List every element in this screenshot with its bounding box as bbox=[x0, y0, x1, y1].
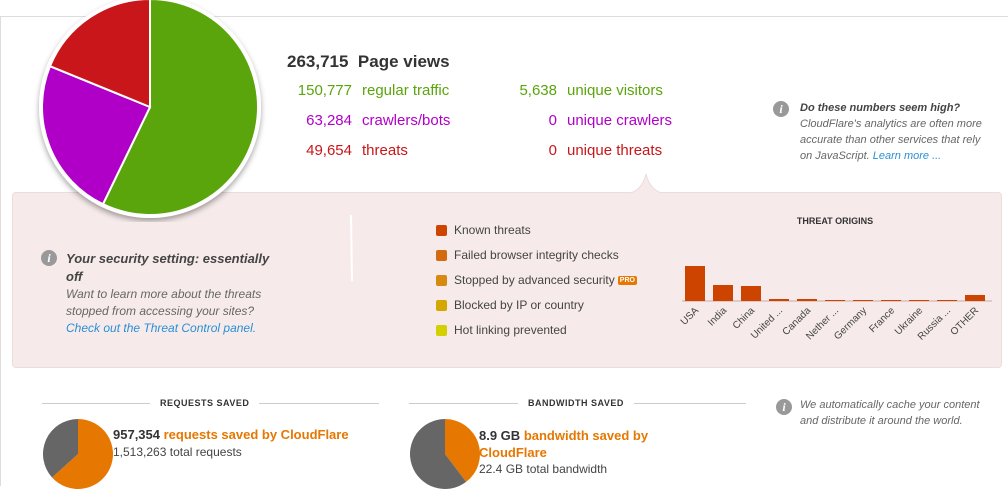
traffic-slice bbox=[101, 0, 259, 216]
total-requests-value: 1,513,263 bbox=[113, 445, 167, 459]
legend-label: Stopped by advanced security bbox=[454, 273, 615, 287]
requests-slice bbox=[52, 419, 113, 489]
bar bbox=[853, 300, 873, 301]
bandwidth-slice bbox=[410, 419, 467, 489]
bar-label: China bbox=[731, 305, 758, 332]
security-title: Your security setting: essentially off bbox=[66, 251, 270, 284]
bar-label: India bbox=[706, 305, 729, 328]
page-views: 263,715 Page views bbox=[287, 52, 450, 72]
unique-value: 5,638 bbox=[519, 82, 557, 99]
bar bbox=[965, 295, 985, 301]
requests-saved-value: 957,354 bbox=[113, 427, 160, 442]
legend-label: Known threats bbox=[454, 223, 531, 237]
total-requests-label: total requests bbox=[169, 445, 242, 459]
security-panel bbox=[12, 192, 1002, 368]
legend-item: Stopped by advanced security PRO bbox=[436, 273, 637, 287]
bar bbox=[797, 299, 817, 301]
traffic-label: threats bbox=[362, 142, 408, 159]
legend-swatch bbox=[436, 324, 447, 336]
security-note: Your security setting: essentially off W… bbox=[66, 250, 276, 337]
bar bbox=[741, 286, 761, 301]
info-icon: i bbox=[776, 399, 792, 415]
legend-item: Hot linking prevented bbox=[436, 323, 567, 337]
legend-label: Hot linking prevented bbox=[454, 323, 567, 337]
bar-label: USA bbox=[679, 305, 702, 328]
legend-label: Blocked by IP or country bbox=[454, 298, 584, 312]
traffic-value: 150,777 bbox=[297, 82, 352, 99]
info-icon: i bbox=[41, 250, 57, 266]
bandwidth-saved-title: BANDWIDTH SAVED bbox=[518, 398, 634, 408]
panel-pointer bbox=[630, 173, 662, 194]
legend-item: Known threats bbox=[436, 223, 531, 237]
traffic-pie bbox=[39, 0, 261, 218]
threat-pie bbox=[350, 214, 353, 282]
bandwidth-slice bbox=[445, 419, 480, 482]
unique-label: unique threats bbox=[567, 142, 663, 159]
page-views-label: Page views bbox=[357, 52, 450, 71]
traffic-value: 63,284 bbox=[306, 112, 352, 129]
requests-saved: 957,354 requests saved by CloudFlare bbox=[113, 427, 383, 442]
security-body: Want to learn more about the threats sto… bbox=[66, 287, 262, 318]
page-views-value: 263,715 bbox=[287, 52, 349, 71]
note-title: Do these numbers seem high? bbox=[800, 102, 961, 114]
total-bandwidth-value: 22.4 GB bbox=[479, 462, 524, 476]
requests-pie bbox=[42, 419, 113, 489]
bar bbox=[825, 300, 845, 301]
threat-origins-title: THREAT ORIGINS bbox=[796, 216, 874, 226]
requests-saved-title: REQUESTS SAVED bbox=[150, 398, 260, 408]
traffic-value: 49,654 bbox=[306, 142, 352, 159]
legend-swatch bbox=[436, 249, 447, 261]
threat-slice bbox=[350, 214, 353, 282]
total-requests: 1,513,263 total requests bbox=[113, 445, 242, 459]
unique-value: 0 bbox=[548, 112, 557, 129]
requests-saved-label: requests saved by CloudFlare bbox=[163, 427, 349, 442]
bar bbox=[685, 266, 705, 301]
traffic-label: regular traffic bbox=[362, 82, 450, 99]
cache-note: We automatically cache your content and … bbox=[800, 399, 980, 427]
info-icon: i bbox=[773, 101, 789, 117]
bar bbox=[909, 300, 929, 301]
requests-slice bbox=[42, 419, 78, 478]
total-bandwidth: 22.4 GB total bandwidth bbox=[479, 462, 607, 476]
legend-item: Blocked by IP or country bbox=[436, 298, 584, 312]
total-bandwidth-label: total bandwidth bbox=[526, 462, 608, 476]
bar bbox=[937, 300, 957, 301]
bandwidth-saved: 8.9 GB bandwidth saved by CloudFlare bbox=[479, 427, 689, 461]
legend-item: Failed browser integrity checks bbox=[436, 248, 619, 262]
bar bbox=[769, 299, 789, 301]
bandwidth-pie bbox=[410, 419, 480, 489]
numbers-note: Do these numbers seem high? CloudFlare's… bbox=[800, 100, 990, 164]
legend-swatch bbox=[436, 274, 447, 286]
pro-badge: PRO bbox=[617, 275, 637, 285]
bar-label: OTHER bbox=[949, 305, 982, 338]
unique-label: unique crawlers bbox=[567, 112, 673, 129]
legend-swatch bbox=[436, 299, 447, 311]
unique-label: unique visitors bbox=[567, 82, 663, 99]
bandwidth-saved-label: bandwidth saved by CloudFlare bbox=[479, 428, 649, 460]
unique-value: 0 bbox=[548, 142, 557, 159]
bar bbox=[881, 300, 901, 301]
learn-more-link[interactable]: Learn more ... bbox=[872, 150, 942, 162]
legend-swatch bbox=[436, 224, 447, 236]
note-body: CloudFlare's analytics are often more ac… bbox=[800, 118, 982, 162]
traffic-label: crawlers/bots bbox=[362, 112, 451, 129]
traffic-slice bbox=[48, 0, 151, 109]
bar bbox=[713, 285, 733, 301]
traffic-slice bbox=[41, 64, 152, 206]
bandwidth-saved-value: 8.9 GB bbox=[479, 428, 521, 443]
legend-label: Failed browser integrity checks bbox=[454, 248, 619, 262]
threat-control-link[interactable]: Check out the Threat Control panel. bbox=[66, 321, 257, 335]
